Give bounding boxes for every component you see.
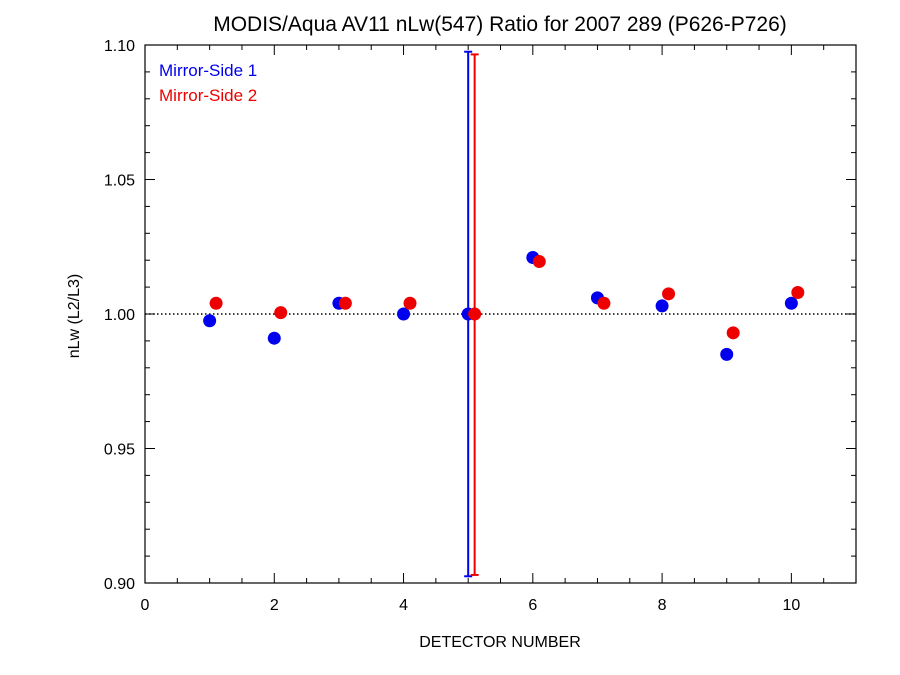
data-point-mirror-side-2 [403,296,417,310]
y-tick-label: 1.05 [104,173,135,190]
data-point-mirror-side-2 [209,296,223,310]
data-point-mirror-side-2 [597,296,611,310]
legend-item-mirror-side-2: Mirror-Side 2 [159,86,257,105]
y-tick-label: 1.10 [104,38,135,55]
x-tick-label: 4 [399,597,408,614]
data-point-mirror-side-1 [203,314,217,328]
data-point-mirror-side-1 [267,331,281,345]
data-point-mirror-side-1 [720,347,734,361]
plot-frame [144,44,857,584]
chart-title: MODIS/Aqua AV11 nLw(547) Ratio for 2007 … [213,13,787,36]
x-tick-label: 10 [782,597,800,614]
data-point-mirror-side-2 [532,255,546,269]
data-point-mirror-side-2 [662,287,676,301]
data-point-mirror-side-2 [726,326,740,340]
x-tick-label: 2 [270,597,279,614]
y-axis-label: nLw (L2/L3) [66,274,83,359]
data-points [203,251,805,361]
data-point-mirror-side-2 [274,306,288,320]
x-axis-label: DETECTOR NUMBER [419,634,581,651]
x-tick-label: 6 [528,597,537,614]
y-tick-label: 1.00 [104,307,135,324]
y-tick-label: 0.95 [104,442,135,459]
x-tick-label: 8 [658,597,667,614]
x-tick-label: 0 [141,597,150,614]
data-point-mirror-side-1 [784,296,798,310]
legend-item-mirror-side-1: Mirror-Side 1 [159,61,257,80]
data-point-mirror-side-2 [791,285,805,299]
data-point-mirror-side-1 [655,299,669,313]
axis-ticks: 0 2 4 6 8 10 0.90 0.95 1.00 1.05 1.10 [104,38,857,614]
data-point-mirror-side-2 [338,296,352,310]
data-point-mirror-side-2 [468,307,482,321]
data-point-mirror-side-1 [397,307,411,321]
y-tick-label: 0.90 [104,576,135,593]
